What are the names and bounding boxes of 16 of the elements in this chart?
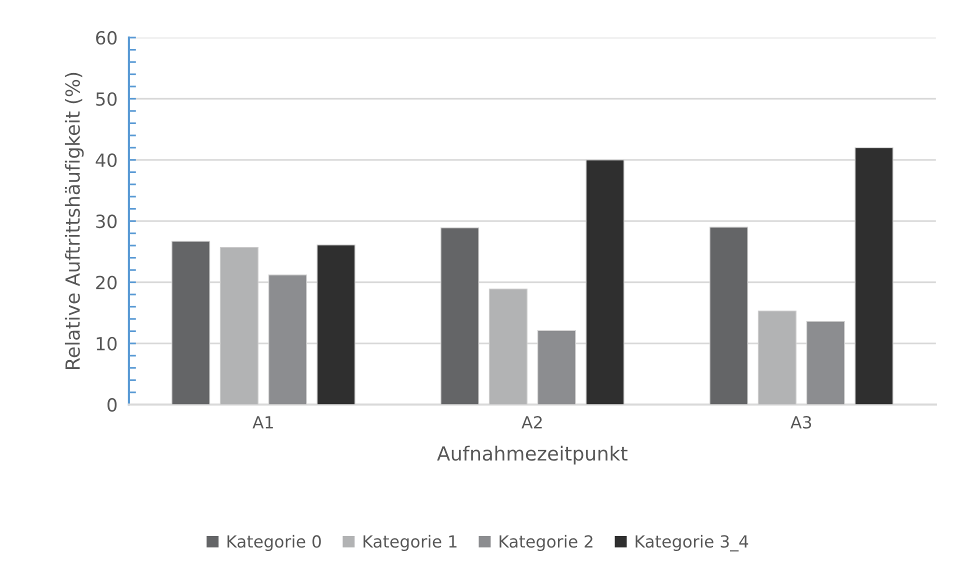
y-tick-label: 50: [96, 92, 117, 106]
legend-label: Kategorie 1: [364, 534, 456, 551]
y-tick-label: 40: [96, 153, 117, 168]
legend-label: Kategorie 3_4: [636, 534, 748, 552]
x-tick-label: A2: [522, 416, 542, 428]
y-tick-label: 10: [96, 336, 117, 351]
x-axis-title: Aufnahmezeitpunkt: [437, 446, 628, 465]
y-tick-label: 0: [108, 398, 117, 412]
x-tick-label: A3: [790, 416, 812, 429]
legend-label: Kategorie 2: [500, 534, 592, 551]
y-tick-label: 60: [96, 31, 117, 45]
y-tick-label: 30: [96, 214, 117, 228]
y-tick-label: 20: [96, 276, 117, 290]
legend-label: Kategorie 0: [228, 534, 321, 551]
y-axis-title: Relative Auftrittshäufigkeit (%): [64, 72, 84, 369]
x-tick-label: A1: [252, 416, 273, 428]
